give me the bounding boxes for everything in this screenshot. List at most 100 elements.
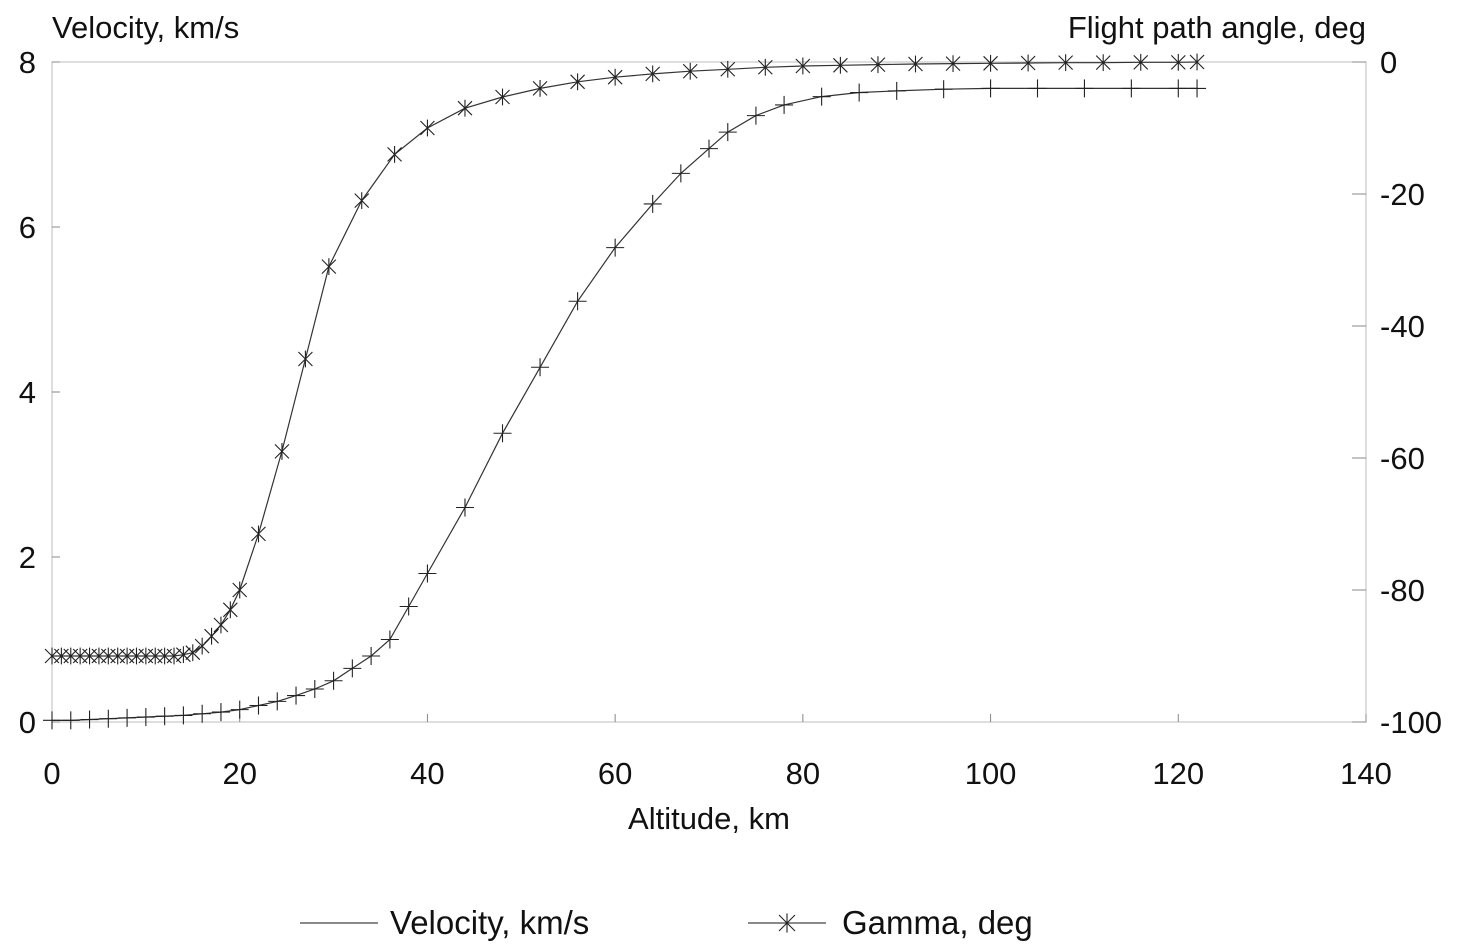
y-right-tick-label: -80 xyxy=(1380,573,1425,608)
gamma-point xyxy=(1095,54,1111,72)
y-left-axis-ticks: 0 2 4 6 8 xyxy=(19,45,60,740)
gamma-point xyxy=(457,99,473,117)
velocity-point xyxy=(249,696,268,715)
gamma-point xyxy=(251,525,266,543)
velocity-point xyxy=(174,706,193,725)
velocity-point xyxy=(887,81,906,100)
velocity-point xyxy=(643,194,662,213)
velocity-point xyxy=(700,139,718,158)
velocity-point xyxy=(606,238,625,257)
y-left-tick-label: 6 xyxy=(19,210,36,245)
gamma-point xyxy=(833,56,848,74)
velocity-point xyxy=(531,358,550,377)
gamma-point xyxy=(495,88,510,106)
y-right-tick-label: -40 xyxy=(1380,309,1425,344)
velocity-point xyxy=(1122,79,1141,98)
gamma-point xyxy=(420,119,435,137)
gamma-point xyxy=(1170,53,1186,71)
gamma-point xyxy=(298,350,313,368)
velocity-point xyxy=(80,710,99,729)
velocity-point xyxy=(1169,79,1188,98)
velocity-point xyxy=(1188,79,1207,98)
velocity-point xyxy=(568,292,587,311)
plot-frame xyxy=(51,61,1367,723)
velocity-point xyxy=(43,711,61,730)
x-axis-ticks: 0 20 40 60 80 100 120 140 xyxy=(43,714,1392,791)
gamma-point xyxy=(1058,54,1074,72)
y-left-tick-label: 0 xyxy=(19,705,36,740)
gamma-point xyxy=(682,62,698,80)
series-layer xyxy=(43,53,1207,730)
gamma-point xyxy=(645,65,661,83)
legend-gamma-marker xyxy=(778,913,796,933)
legend: Velocity, km/s Gamma, deg xyxy=(300,904,1033,941)
gamma-point xyxy=(185,644,201,662)
gamma-point xyxy=(1189,53,1205,71)
velocity-point xyxy=(1028,79,1047,98)
velocity-point xyxy=(418,564,437,583)
y-left-tick-label: 4 xyxy=(19,375,36,410)
gamma-point xyxy=(945,55,961,73)
gamma-point xyxy=(757,58,773,76)
velocity-point xyxy=(155,707,174,726)
velocity-point xyxy=(324,671,343,690)
x-tick-label: 100 xyxy=(965,756,1017,791)
velocity-point xyxy=(268,692,287,711)
y-left-axis-title: Velocity, km/s xyxy=(52,10,239,45)
y-right-axis-ticks: 0 -20 -40 -60 -80 -100 xyxy=(1352,45,1442,740)
velocity-point xyxy=(343,659,362,678)
legend-item-gamma: Gamma, deg xyxy=(748,904,1033,941)
gamma-point xyxy=(354,192,370,209)
velocity-point xyxy=(99,709,118,728)
velocity-point xyxy=(136,708,155,727)
velocity-point xyxy=(380,630,399,649)
y-right-tick-label: 0 xyxy=(1380,45,1397,80)
velocity-point xyxy=(61,711,80,730)
velocity-point xyxy=(812,87,831,106)
gamma-point xyxy=(908,55,923,73)
gamma-point xyxy=(387,146,402,163)
gamma-point xyxy=(204,627,219,645)
velocity-point xyxy=(305,680,324,698)
velocity-point xyxy=(399,597,418,616)
y-left-tick-label: 8 xyxy=(19,45,36,80)
y-right-axis-title: Flight path angle, deg xyxy=(1068,10,1366,45)
legend-gamma-label: Gamma, deg xyxy=(842,904,1033,941)
velocity-point xyxy=(850,83,869,102)
y-right-tick-label: -20 xyxy=(1380,177,1425,212)
velocity-point xyxy=(934,80,953,99)
velocity-point xyxy=(1075,79,1094,98)
legend-item-velocity: Velocity, km/s xyxy=(300,904,589,941)
gamma-point xyxy=(570,73,585,91)
gamma-point xyxy=(232,581,248,599)
velocity-point xyxy=(287,686,306,705)
legend-velocity-label: Velocity, km/s xyxy=(390,904,589,941)
y-right-tick-label: -60 xyxy=(1380,441,1425,476)
x-tick-label: 120 xyxy=(1152,756,1204,791)
velocity-point xyxy=(746,106,765,125)
y-right-tick-label: -100 xyxy=(1380,705,1442,740)
gamma-point xyxy=(1133,53,1149,71)
gamma-point xyxy=(870,56,886,74)
gamma-point xyxy=(1020,54,1036,72)
gamma-point xyxy=(213,616,229,634)
x-tick-label: 60 xyxy=(598,756,632,791)
velocity-point xyxy=(193,704,212,723)
gamma-point xyxy=(176,646,191,664)
y-left-tick-label: 2 xyxy=(19,540,36,575)
x-axis-title: Altitude, km xyxy=(628,801,790,836)
velocity-point xyxy=(671,164,690,183)
velocity-point xyxy=(211,703,230,722)
gamma-point xyxy=(532,80,548,97)
gamma-point xyxy=(274,443,290,460)
velocity-point xyxy=(230,700,249,719)
velocity-point xyxy=(718,123,737,142)
gamma-point xyxy=(720,60,736,78)
velocity-point xyxy=(775,95,794,114)
legend-gamma-star xyxy=(778,913,796,933)
gamma-point xyxy=(795,57,811,75)
gamma-series xyxy=(44,53,1205,665)
velocity-line xyxy=(52,87,1198,721)
velocity-point xyxy=(362,647,381,665)
